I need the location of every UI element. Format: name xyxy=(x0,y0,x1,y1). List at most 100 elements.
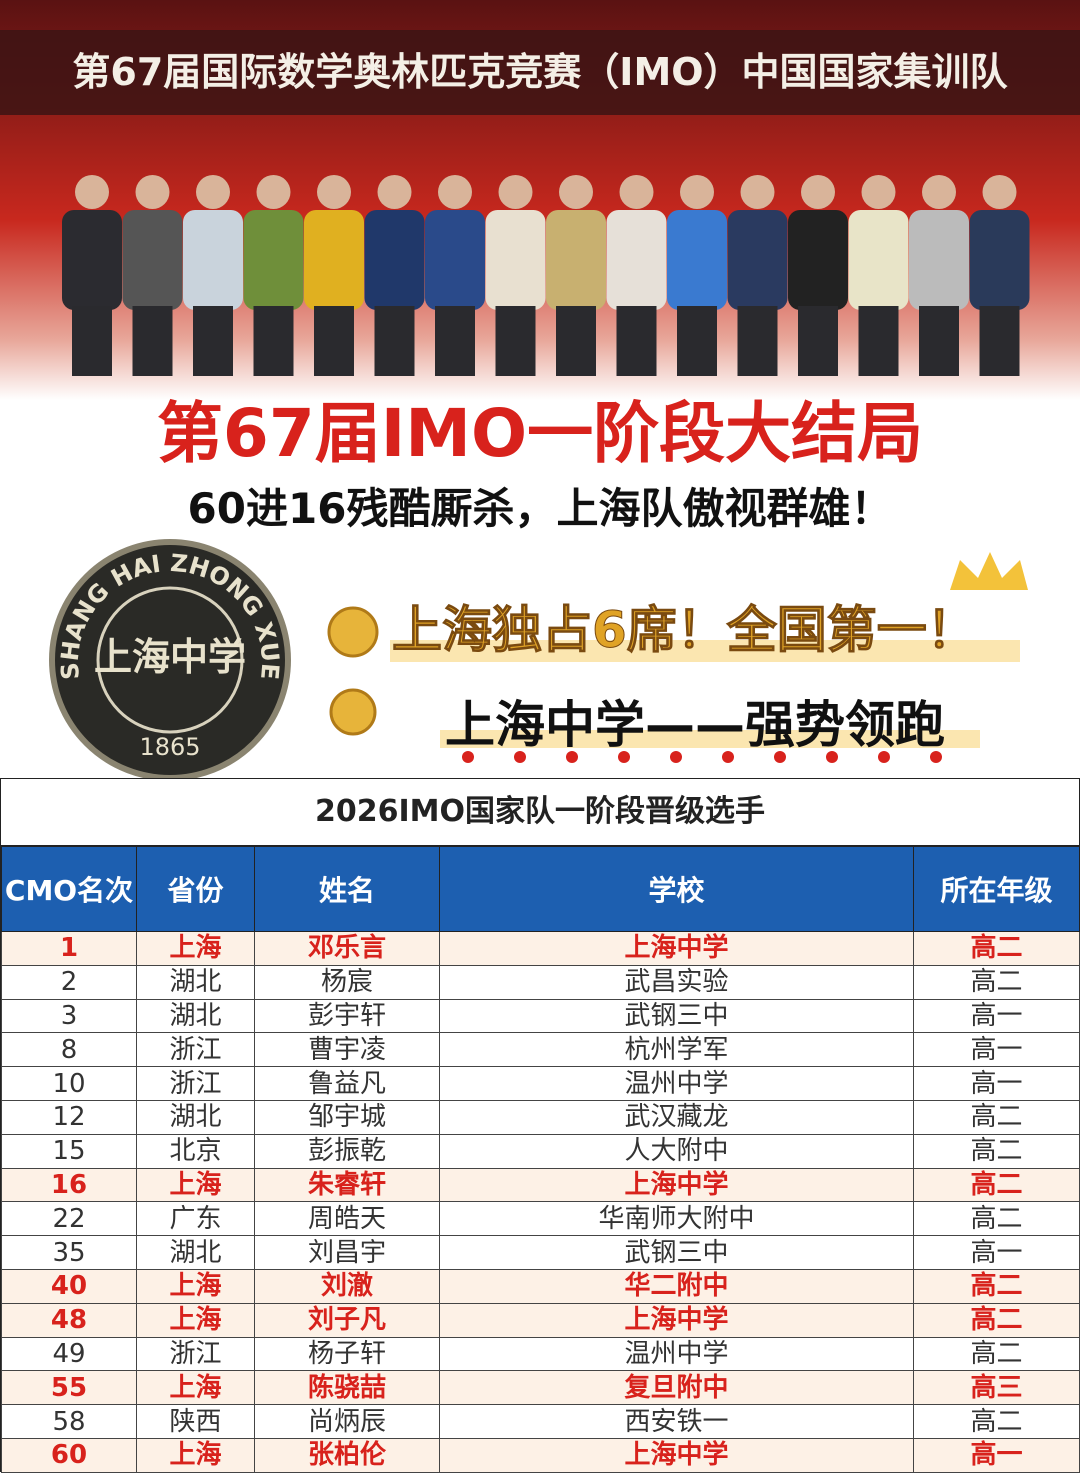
badge-name: 上海中学 xyxy=(94,635,246,679)
table-cell: 高一 xyxy=(913,1235,1080,1270)
table-row: 8 浙江 曹宇凌 杭州学军 高一 xyxy=(1,1032,1080,1068)
table-cell: 高一 xyxy=(913,1066,1080,1101)
person-legs xyxy=(314,306,354,376)
table-cell: 邓乐言 xyxy=(254,931,440,966)
table-cell: 40 xyxy=(1,1268,137,1304)
dot xyxy=(566,751,578,763)
table-cell: 西安铁一 xyxy=(439,1404,914,1439)
table-cell: 35 xyxy=(1,1235,137,1270)
table-cell: 8 xyxy=(1,1032,137,1068)
dot xyxy=(774,751,786,763)
dot xyxy=(670,751,682,763)
person-legs xyxy=(72,306,112,376)
table-row: 1 上海 邓乐言 上海中学 高二 xyxy=(1,931,1080,966)
table-cell: 高二 xyxy=(913,1167,1080,1203)
table-cell: 邹宇城 xyxy=(254,1099,440,1135)
table-cell: 高二 xyxy=(913,1404,1080,1439)
banner: 第67届国际数学奥林匹克竞赛（IMO）中国国家集训队 xyxy=(0,30,1080,115)
table-row: 40 上海 刘澈 华二附中 高二 xyxy=(1,1268,1080,1304)
person-head xyxy=(135,175,170,209)
table-cell: 上海中学 xyxy=(439,1302,914,1338)
table-cell: 高二 xyxy=(913,1268,1080,1304)
table-cell: 3 xyxy=(1,998,137,1034)
person-head xyxy=(196,175,230,209)
table-cell: 武钢三中 xyxy=(439,998,914,1034)
column-header: 省份 xyxy=(136,846,255,932)
person-head xyxy=(498,175,533,209)
table-cell: 张柏伦 xyxy=(254,1437,440,1473)
table-cell: 高二 xyxy=(913,1133,1080,1169)
person-legs xyxy=(919,306,959,376)
table-cell: 武钢三中 xyxy=(439,1235,914,1270)
person-head xyxy=(256,175,291,209)
person-head xyxy=(317,175,351,209)
person-head xyxy=(75,175,109,209)
person-body xyxy=(909,210,969,310)
table-cell: 浙江 xyxy=(136,1032,255,1068)
table-cell: 人大附中 xyxy=(439,1133,914,1169)
medal-icon xyxy=(329,688,377,736)
table-cell: 杭州学军 xyxy=(439,1032,914,1068)
table-cell: 彭振乾 xyxy=(254,1133,440,1169)
dot-row xyxy=(462,751,942,763)
dot xyxy=(462,751,474,763)
person-head xyxy=(740,175,775,209)
person-body xyxy=(62,210,122,310)
person-head xyxy=(377,175,412,209)
person-head xyxy=(861,175,896,209)
crown-icon xyxy=(950,552,1028,590)
dot xyxy=(826,751,838,763)
table-cell: 高一 xyxy=(913,1437,1080,1473)
table-row: 2 湖北 杨宸 武昌实验 高二 xyxy=(1,964,1080,1000)
table-cell: 尚炳辰 xyxy=(254,1404,440,1439)
header-row: CMO名次 省份 姓名 学校 所在年级 xyxy=(1,846,1080,932)
person-head xyxy=(982,175,1017,209)
table-cell: 高三 xyxy=(913,1370,1080,1406)
person-legs xyxy=(737,306,778,376)
table-cell: 浙江 xyxy=(136,1066,255,1101)
table-cell: 高二 xyxy=(913,931,1080,966)
table-cell: 2 xyxy=(1,964,137,1000)
table-cell: 刘昌宇 xyxy=(254,1235,440,1270)
table-cell: 杨宸 xyxy=(254,964,440,1000)
table-cell: 周皓天 xyxy=(254,1201,440,1237)
column-header: CMO名次 xyxy=(1,846,137,932)
table-cell: 58 xyxy=(1,1404,137,1439)
team-photo xyxy=(62,175,1030,376)
person-legs xyxy=(193,306,233,376)
medal-icon xyxy=(327,606,379,658)
table-cell: 曹宇凌 xyxy=(254,1032,440,1068)
person-legs xyxy=(435,306,475,376)
table-cell: 60 xyxy=(1,1437,137,1473)
person-head xyxy=(559,175,593,209)
table-cell: 朱睿轩 xyxy=(254,1167,440,1203)
person-body xyxy=(243,210,304,310)
person-head xyxy=(922,175,956,209)
table-cell: 高二 xyxy=(913,1336,1080,1372)
person-legs xyxy=(132,306,173,376)
person-body xyxy=(606,210,667,310)
dot xyxy=(618,751,630,763)
table-cell: 12 xyxy=(1,1099,137,1135)
table-cell: 上海中学 xyxy=(439,1437,914,1473)
person-body xyxy=(364,210,425,310)
table-cell: 高一 xyxy=(913,998,1080,1034)
badge xyxy=(49,539,291,778)
person-body xyxy=(848,210,909,310)
table-cell: 鲁益凡 xyxy=(254,1066,440,1101)
table-row: 12 湖北 邹宇城 武汉藏龙 高二 xyxy=(1,1099,1080,1135)
table-cell: 武昌实验 xyxy=(439,964,914,1000)
person-body xyxy=(304,210,364,310)
table-cell: 高二 xyxy=(913,1302,1080,1338)
table-cell: 广东 xyxy=(136,1201,255,1237)
dot xyxy=(514,751,526,763)
table-cell: 湖北 xyxy=(136,1235,255,1270)
table-cell: 15 xyxy=(1,1133,137,1169)
table-cell: 高二 xyxy=(913,964,1080,1000)
table-row: 16 上海 朱睿轩 上海中学 高二 xyxy=(1,1167,1080,1203)
person-head xyxy=(801,175,835,209)
table-cell: 高一 xyxy=(913,1032,1080,1068)
table-cell: 49 xyxy=(1,1336,137,1372)
table-cell: 华二附中 xyxy=(439,1268,914,1304)
